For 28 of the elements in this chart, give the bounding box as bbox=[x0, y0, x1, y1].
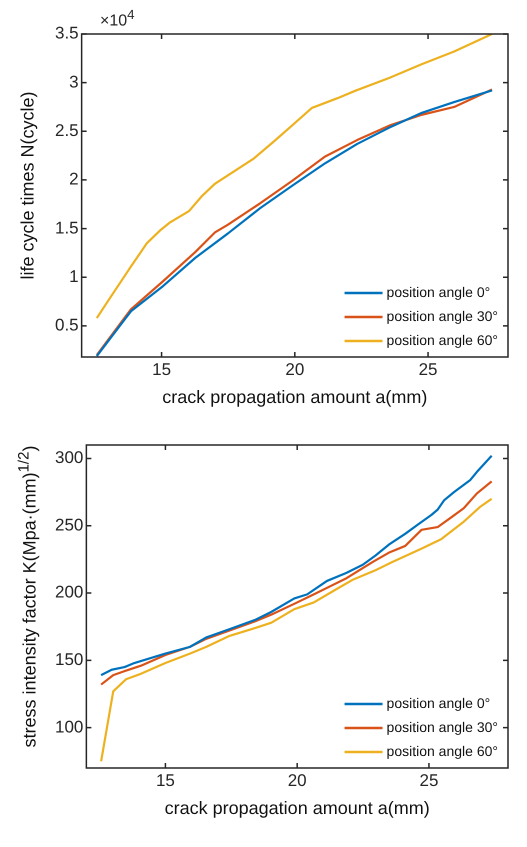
legend-label: position angle 60° bbox=[386, 332, 498, 348]
y-tick-label: 2.5 bbox=[54, 120, 79, 140]
y-tick-label: 200 bbox=[54, 582, 84, 602]
y-tick-label: 300 bbox=[54, 448, 84, 468]
y-tick-label: 1.5 bbox=[54, 218, 79, 238]
x-tick-label: 25 bbox=[419, 770, 438, 790]
x-tick-label: 15 bbox=[156, 770, 175, 790]
y-tick-label: 0.5 bbox=[54, 316, 79, 335]
x-axis-title: crack propagation amount a(mm) bbox=[164, 798, 430, 818]
x-tick-label: 20 bbox=[288, 770, 307, 790]
x-tick-label: 20 bbox=[285, 360, 304, 379]
text: ×10$^{4}$ bbox=[100, 6, 135, 32]
y-tick-label: 250 bbox=[54, 515, 84, 534]
y-tick-label: 100 bbox=[54, 717, 84, 736]
y-axis-title: life cycle times N(cycle) bbox=[18, 91, 38, 280]
legend-label: position angle 30° bbox=[386, 308, 498, 324]
y-tick-label: 3.5 bbox=[54, 24, 79, 43]
legend-label: position angle 0° bbox=[386, 284, 490, 300]
y-tick-label: 150 bbox=[54, 650, 84, 670]
y-tick-label: 3 bbox=[69, 72, 79, 92]
legend-label: position angle 0° bbox=[386, 694, 490, 711]
y-tick-label: 2 bbox=[69, 170, 79, 189]
y-tick-label: 1 bbox=[69, 266, 79, 286]
legend-label: position angle 30° bbox=[386, 718, 498, 735]
x-tick-label: 25 bbox=[418, 360, 438, 379]
x-tick-label: 15 bbox=[152, 360, 172, 379]
x-axis-title: crack propagation amount a(mm) bbox=[162, 387, 428, 408]
legend-label: position angle 60° bbox=[386, 742, 498, 759]
